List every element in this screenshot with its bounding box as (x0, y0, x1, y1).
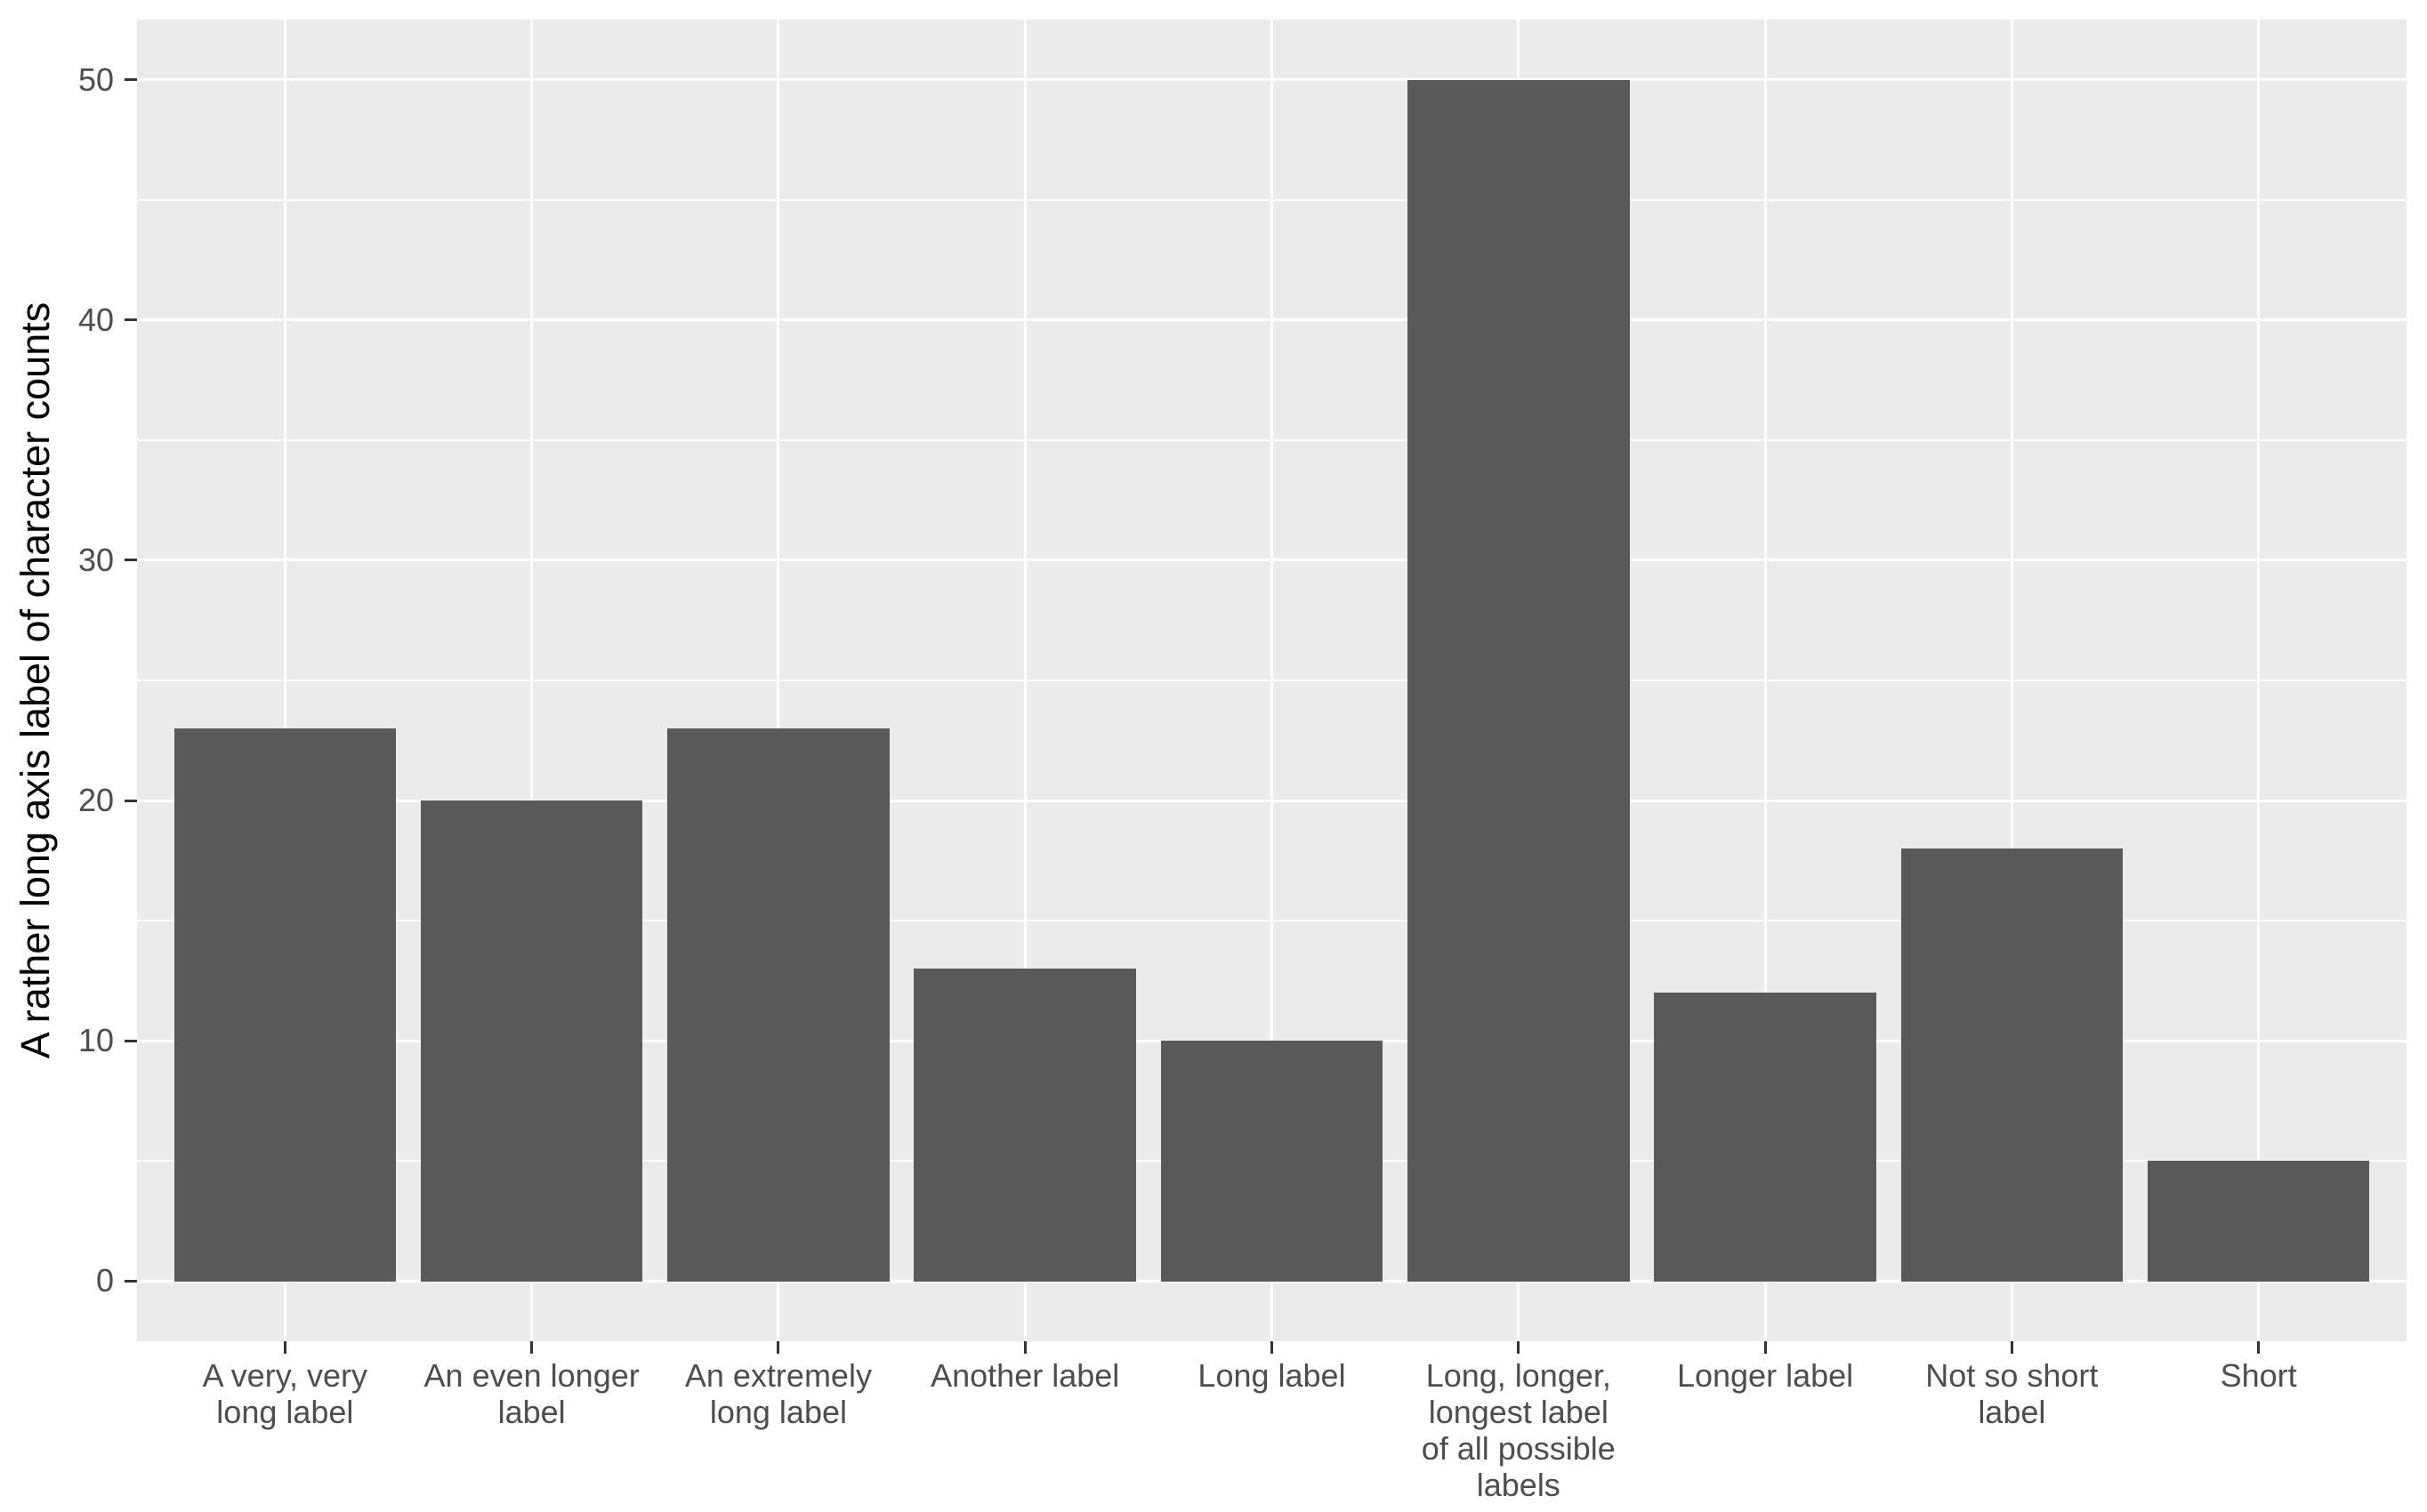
x-tick-label: An even longer label (423, 1357, 640, 1430)
y-tick-mark (125, 318, 137, 322)
x-tick-mark (530, 1341, 534, 1354)
x-tick-mark (1763, 1341, 1767, 1354)
x-tick-mark (283, 1341, 286, 1354)
y-tick-mark (125, 559, 137, 562)
bar (173, 728, 397, 1283)
gridline-major-vertical (1763, 20, 1767, 1341)
gridline-major-vertical (1270, 20, 1273, 1341)
y-axis-title: A rather long axis label of character co… (12, 302, 58, 1059)
x-tick-mark (777, 1341, 780, 1354)
x-tick-label: A very, very long label (202, 1357, 368, 1430)
x-tick-mark (2010, 1341, 2013, 1354)
x-tick-label: Longer label (1676, 1357, 1854, 1394)
gridline-major-vertical (777, 20, 780, 1341)
bar (1900, 848, 2124, 1283)
y-tick-mark (125, 78, 137, 82)
x-tick-label: Short (2220, 1357, 2297, 1394)
plot-panel (137, 20, 2407, 1341)
x-tick-mark (2257, 1341, 2261, 1354)
bar (2147, 1161, 2370, 1283)
gridline-major-vertical (2257, 20, 2261, 1341)
y-tick-label: 40 (77, 301, 114, 338)
bar (1160, 1041, 1383, 1283)
gridline-major-vertical (283, 20, 286, 1341)
gridline-major-vertical (530, 20, 534, 1341)
x-tick-mark (1023, 1341, 1027, 1354)
bar (420, 800, 643, 1283)
y-tick-label: 0 (95, 1262, 114, 1299)
y-tick-mark (125, 1039, 137, 1042)
y-tick-label: 10 (77, 1022, 114, 1059)
x-tick-label: An extremely long label (684, 1357, 872, 1430)
y-tick-label: 20 (77, 782, 114, 819)
y-tick-label: 30 (77, 541, 114, 578)
bar (1407, 79, 1630, 1283)
bar (914, 969, 1136, 1283)
bar (1654, 993, 1876, 1283)
y-tick-mark (125, 799, 137, 802)
gridline-major-vertical (2010, 20, 2013, 1341)
x-tick-label: Another label (931, 1357, 1120, 1394)
y-tick-mark (125, 1279, 137, 1283)
x-tick-label: Not so short label (1925, 1357, 2099, 1430)
x-tick-mark (1517, 1341, 1520, 1354)
x-tick-label: Long label (1197, 1357, 1346, 1394)
bar (667, 728, 890, 1283)
x-tick-mark (1270, 1341, 1273, 1354)
gridline-major-vertical (1023, 20, 1027, 1341)
x-tick-label: Long, longer, longest label of all possi… (1421, 1357, 1616, 1503)
y-tick-label: 50 (77, 60, 114, 98)
